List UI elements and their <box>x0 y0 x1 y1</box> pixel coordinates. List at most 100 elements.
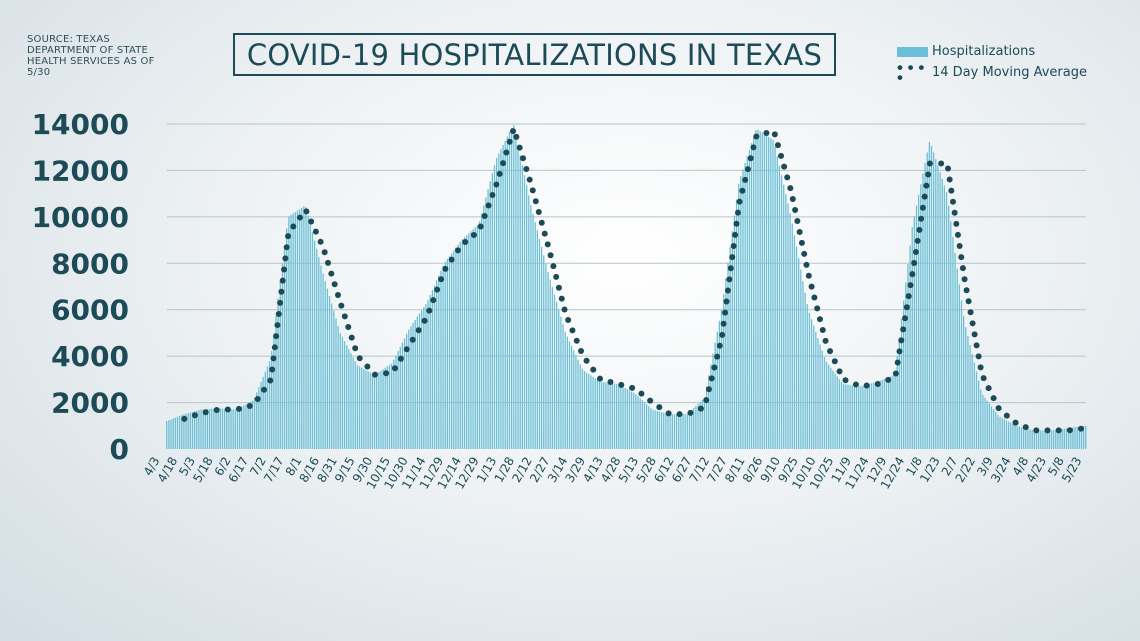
bar <box>703 397 706 449</box>
bar <box>641 400 643 449</box>
bar <box>326 288 329 449</box>
bar <box>226 408 228 449</box>
bar <box>663 412 665 449</box>
bar <box>590 375 592 449</box>
avg-dot <box>213 407 220 414</box>
avg-dot <box>578 348 585 355</box>
bar <box>298 209 301 449</box>
bar <box>705 386 708 449</box>
bar <box>1076 426 1078 449</box>
chart-title: COVID-19 HOSPITALIZATIONS IN TEXAS <box>246 37 823 72</box>
bar <box>493 165 496 449</box>
avg-dot <box>246 402 253 409</box>
avg-dot <box>583 357 590 364</box>
bar <box>648 406 650 449</box>
bar <box>455 247 457 449</box>
avg-dot <box>348 334 355 341</box>
bar <box>408 329 410 449</box>
avg-dot <box>961 276 968 283</box>
bar <box>678 414 680 449</box>
avg-dot <box>720 320 727 327</box>
bar <box>585 372 588 449</box>
bar <box>183 414 185 449</box>
avg-dot <box>963 287 970 294</box>
avg-dot <box>506 138 513 145</box>
avg-dot <box>477 223 484 230</box>
bar <box>549 279 551 449</box>
bar <box>568 341 571 449</box>
avg-dot <box>331 281 338 288</box>
bar <box>950 221 952 449</box>
avg-dot <box>733 220 740 227</box>
bar <box>965 327 967 449</box>
bar <box>969 344 971 449</box>
bar <box>1061 428 1063 449</box>
bar <box>1031 430 1033 449</box>
avg-dot <box>296 214 303 221</box>
avg-dot <box>918 215 925 222</box>
avg-dot <box>985 385 992 392</box>
bar <box>633 392 635 449</box>
bar <box>221 408 224 449</box>
avg-dot <box>283 244 290 251</box>
bar <box>868 383 871 449</box>
avg-dot <box>898 337 905 344</box>
bar <box>609 383 611 449</box>
bar <box>311 232 314 449</box>
bar <box>483 205 485 449</box>
legend-swatch-dots: • • • • <box>897 57 925 87</box>
avg-dot <box>372 371 379 378</box>
avg-dot <box>415 327 422 334</box>
bar <box>487 189 489 449</box>
avg-dot <box>975 353 982 360</box>
bar <box>403 338 406 449</box>
avg-dot <box>629 384 636 391</box>
bar <box>202 409 204 449</box>
bar <box>699 401 701 449</box>
bar <box>877 381 879 449</box>
bar <box>639 398 641 449</box>
bar <box>198 410 200 449</box>
avg-dot <box>338 302 345 309</box>
bar <box>564 331 566 449</box>
y-tick-label: 2000 <box>51 387 129 420</box>
avg-dot <box>638 390 645 397</box>
bar <box>577 359 579 449</box>
bar <box>787 203 789 449</box>
avg-dot <box>711 364 718 371</box>
avg-dot <box>763 129 770 136</box>
bar <box>264 371 266 449</box>
bar <box>1080 426 1083 449</box>
avg-dot <box>916 226 923 233</box>
bar <box>513 125 515 450</box>
bar <box>350 353 352 449</box>
bar <box>761 132 763 449</box>
avg-dot <box>792 207 799 214</box>
bar <box>605 382 607 449</box>
bar <box>271 350 273 449</box>
bar <box>502 145 504 450</box>
avg-dot <box>403 346 410 353</box>
bar <box>660 412 663 449</box>
bar <box>1005 420 1008 449</box>
bar <box>750 143 753 450</box>
avg-dot <box>526 176 533 183</box>
bar <box>650 408 652 449</box>
avg-dot <box>719 331 726 338</box>
bar <box>789 213 791 449</box>
bar <box>324 281 326 449</box>
bar <box>296 210 299 449</box>
bar <box>174 417 176 449</box>
bar <box>695 405 697 449</box>
bar <box>843 384 845 449</box>
bar <box>890 376 892 449</box>
bar <box>607 382 609 449</box>
bar <box>684 414 686 449</box>
avg-dot <box>1003 412 1010 419</box>
avg-dot <box>816 316 823 323</box>
avg-dot <box>364 363 371 370</box>
avg-dot <box>191 412 198 419</box>
bar <box>903 300 905 449</box>
bar <box>603 382 605 449</box>
